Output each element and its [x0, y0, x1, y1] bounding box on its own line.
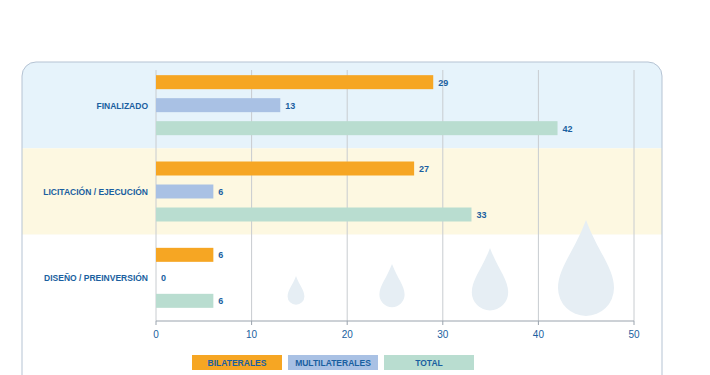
panel-fill — [22, 62, 662, 375]
bar — [156, 294, 213, 308]
category-label: DISEÑO / PREINVERSIÓN — [44, 272, 148, 283]
data-label: 0 — [161, 273, 166, 283]
grid-line — [634, 70, 635, 321]
legend-swatch — [384, 355, 474, 370]
decor-drop — [379, 264, 404, 307]
data-label: 29 — [438, 78, 448, 88]
tick-mark — [634, 321, 635, 325]
decor-drop — [558, 220, 614, 316]
x-axis-line — [156, 321, 634, 322]
data-label: 27 — [419, 164, 429, 174]
data-label: 42 — [563, 124, 573, 134]
grid-line — [347, 70, 348, 321]
tick-label: 0 — [153, 329, 159, 340]
tick-mark — [251, 321, 252, 325]
legend: BILATERALES MULTILATERALES TOTAL — [192, 355, 474, 370]
tick-mark — [156, 321, 157, 325]
chart-container: 0102030405029134227633606FINALIZADOLICIT… — [0, 0, 710, 375]
decor-drop — [288, 276, 305, 305]
legend-swatch — [192, 355, 282, 370]
bar — [156, 208, 471, 222]
bar — [156, 162, 414, 176]
tick-label: 40 — [533, 329, 545, 340]
category-label: LICITACIÓN / EJECUCIÓN — [43, 186, 148, 197]
tick-label: 30 — [437, 329, 449, 340]
tick-label: 10 — [246, 329, 258, 340]
bar — [156, 248, 213, 262]
category-band — [22, 62, 662, 148]
bar — [156, 185, 213, 199]
data-label: 6 — [218, 250, 223, 260]
data-label: 13 — [285, 101, 295, 111]
tick-mark — [538, 321, 539, 325]
decor-drop — [472, 248, 508, 310]
tick-mark — [442, 321, 443, 325]
bar — [156, 98, 280, 112]
grid — [156, 70, 634, 325]
panel-frame — [22, 62, 662, 375]
category-band — [22, 148, 662, 234]
bar — [156, 75, 433, 89]
data-labels: 29134227633606 — [161, 78, 573, 307]
grid-line — [538, 70, 539, 321]
bar — [156, 271, 157, 285]
tick-label: 50 — [628, 329, 640, 340]
legend-label: BILATERALES — [208, 358, 267, 368]
legend-label: MULTILATERALES — [295, 358, 371, 368]
data-label: 33 — [476, 210, 486, 220]
bar — [156, 121, 558, 135]
grid-line — [442, 70, 443, 321]
tick-mark — [347, 321, 348, 325]
category-label: FINALIZADO — [97, 101, 149, 111]
tick-label: 20 — [342, 329, 354, 340]
data-label: 6 — [218, 296, 223, 306]
legend-swatch — [288, 355, 378, 370]
background — [22, 62, 662, 375]
data-label: 6 — [218, 187, 223, 197]
chart-svg: 0102030405029134227633606FINALIZADOLICIT… — [0, 0, 710, 375]
bars — [156, 75, 558, 308]
legend-label: TOTAL — [415, 358, 443, 368]
